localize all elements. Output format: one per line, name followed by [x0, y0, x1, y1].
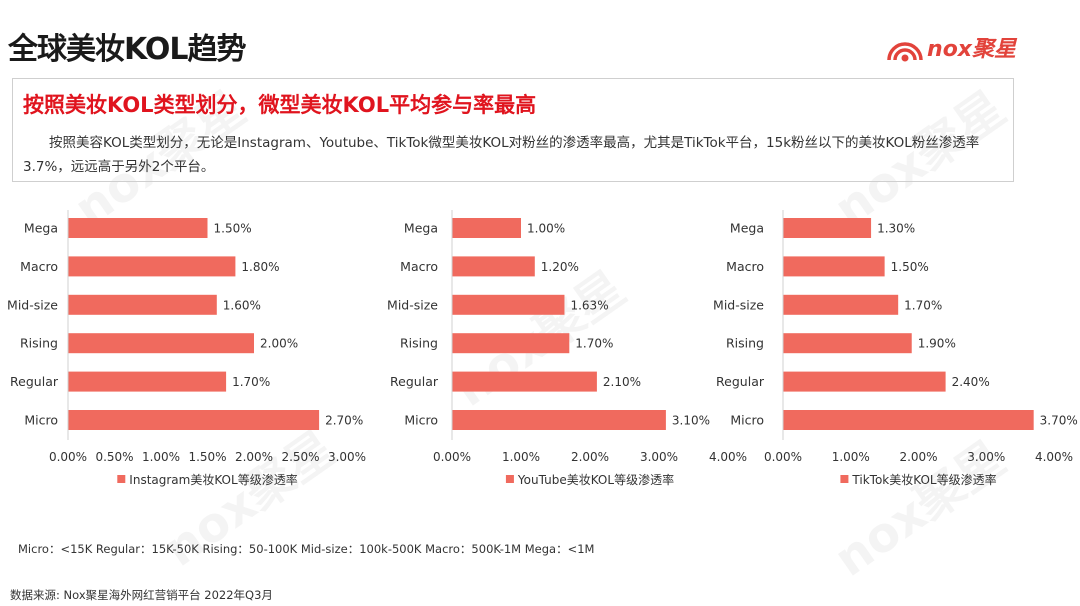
category-label: Rising — [20, 336, 58, 351]
category-label: Micro — [730, 413, 764, 428]
category-label: Rising — [400, 336, 438, 351]
legend-label: TikTok美妆KOL等级渗透率 — [851, 472, 996, 487]
data-label: 1.80% — [241, 260, 279, 274]
tick-label: 0.50% — [95, 450, 133, 464]
data-label: 1.70% — [575, 337, 613, 351]
bar — [783, 410, 1034, 430]
data-label: 1.00% — [527, 222, 565, 236]
tick-label: 4.00% — [709, 450, 747, 464]
tick-label: 3.00% — [640, 450, 678, 464]
tick-label: 2.00% — [571, 450, 609, 464]
tick-label: 3.00% — [328, 450, 366, 464]
tick-label: 2.00% — [899, 450, 937, 464]
tick-label: 1.00% — [502, 450, 540, 464]
category-label: Mid-size — [7, 297, 58, 312]
tick-label: 0.00% — [49, 450, 87, 464]
bar — [452, 218, 521, 238]
tick-label: 4.00% — [1035, 450, 1073, 464]
charts-area: Mega 1.50% Macro 1.80% Mid-size 1.60% Rising 2.… — [7, 210, 1078, 487]
category-label: Mega — [730, 221, 764, 236]
brand-logo: nox聚星 — [885, 28, 1016, 66]
bar — [68, 294, 217, 315]
bar — [68, 218, 208, 238]
bar — [68, 410, 320, 430]
bar — [783, 218, 872, 238]
data-label: 1.50% — [214, 222, 252, 236]
tick-label: 3.00% — [967, 450, 1005, 464]
category-label: Macro — [20, 259, 58, 274]
summary-box: 按照美妆KOL类型划分，微型美妆KOL平均参与率最高 按照美容KOL类型划分，无… — [12, 78, 1014, 182]
data-label: 3.10% — [672, 414, 710, 428]
bar — [452, 371, 597, 392]
headline: 按照美妆KOL类型划分，微型美妆KOL平均参与率最高 — [23, 93, 537, 117]
category-label: Micro — [404, 413, 438, 428]
source-note: 数据来源: Nox聚星海外网红营销平台 2022年Q3月 — [10, 588, 273, 602]
legend-swatch — [505, 475, 514, 483]
category-label: Mid-size — [387, 297, 438, 312]
data-label: 2.10% — [603, 375, 641, 389]
data-label: 1.90% — [918, 337, 956, 351]
page-title: 全球美妆KOL趋势 — [8, 32, 247, 67]
category-label: Regular — [10, 374, 59, 389]
tick-label: 1.50% — [188, 450, 226, 464]
bar — [452, 294, 565, 315]
category-label: Macro — [400, 259, 438, 274]
data-label: 1.50% — [891, 260, 929, 274]
data-label: 1.30% — [877, 222, 915, 236]
data-label: 2.40% — [952, 375, 990, 389]
category-label: Mid-size — [713, 297, 764, 312]
bar — [452, 333, 570, 354]
category-label: Rising — [726, 336, 764, 351]
tick-label: 0.00% — [764, 450, 802, 464]
logo-text: nox聚星 — [927, 37, 1016, 62]
data-label: 3.70% — [1040, 414, 1078, 428]
category-label: Mega — [24, 221, 58, 236]
data-label: 1.20% — [541, 260, 579, 274]
tick-label: 1.00% — [142, 450, 180, 464]
footnote: Micro：<15K Regular：15K-50K Rising：50-100… — [18, 542, 595, 556]
bar — [68, 371, 227, 392]
data-label: 1.70% — [904, 298, 942, 312]
bar — [452, 410, 666, 430]
bar — [783, 256, 885, 277]
legend-label: YouTube美妆KOL等级渗透率 — [517, 472, 674, 487]
category-label: Mega — [404, 221, 438, 236]
bar — [783, 294, 899, 315]
data-label: 2.70% — [325, 414, 363, 428]
bar — [783, 371, 946, 392]
data-label: 2.00% — [260, 337, 298, 351]
legend-swatch — [117, 475, 126, 483]
category-label: Regular — [390, 374, 439, 389]
bar — [783, 333, 912, 354]
data-label: 1.63% — [570, 298, 608, 312]
legend-label: Instagram美妆KOL等级渗透率 — [129, 472, 297, 487]
tick-label: 2.00% — [235, 450, 273, 464]
data-label: 1.60% — [223, 298, 261, 312]
legend-swatch — [840, 475, 849, 483]
tick-label: 2.50% — [281, 450, 319, 464]
description: 按照美容KOL类型划分，无论是Instagram、Youtube、TikTok微… — [23, 135, 980, 175]
category-label: Regular — [716, 374, 765, 389]
bar — [452, 256, 535, 277]
data-label: 1.70% — [232, 375, 270, 389]
tick-label: 1.00% — [832, 450, 870, 464]
category-label: Macro — [726, 259, 764, 274]
category-label: Micro — [24, 413, 58, 428]
nox-logo-icon — [887, 42, 923, 62]
tick-label: 0.00% — [433, 450, 471, 464]
bar — [68, 333, 254, 354]
bar — [68, 256, 236, 277]
